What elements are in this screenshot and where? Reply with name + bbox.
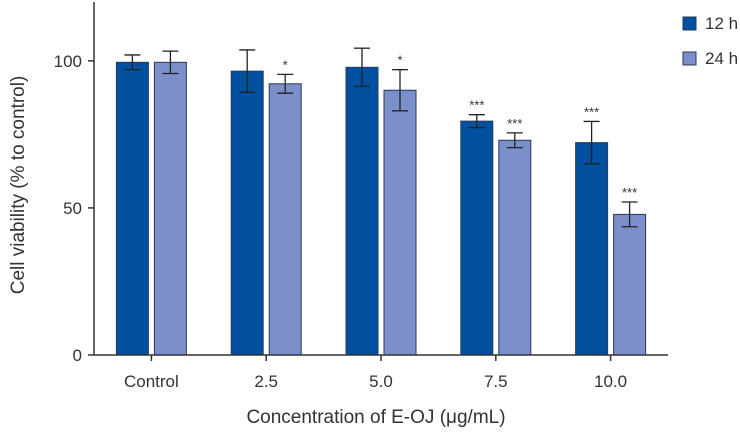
bar-24h-5.0 xyxy=(383,89,417,356)
significance-marker: *** xyxy=(469,98,484,113)
error-bars-group xyxy=(124,47,638,228)
significance-marker: *** xyxy=(584,104,599,119)
legend-label-24h: 24 h xyxy=(705,49,738,68)
bar-24h-2.5 xyxy=(268,83,302,356)
x-tick-label: 10.0 xyxy=(594,372,627,391)
y-ticks-group: 0 50 100 xyxy=(54,52,94,365)
legend: 12 h 24 h xyxy=(682,14,738,68)
x-ticks-group: Control 2.5 5.0 7.5 10.0 xyxy=(124,355,627,391)
significance-marker: * xyxy=(397,53,402,68)
x-tick-label: 5.0 xyxy=(369,372,393,391)
significance-marker: *** xyxy=(507,116,522,131)
y-axis-title: Cell viability (% to control) xyxy=(8,76,29,295)
bar-12h-2.5 xyxy=(230,70,264,356)
bar-12h-10.0 xyxy=(575,142,609,356)
significance-marker: *** xyxy=(622,185,637,200)
x-tick-label: 7.5 xyxy=(484,372,508,391)
bar-24h-7.5 xyxy=(498,139,532,356)
y-tick-label: 100 xyxy=(54,52,82,71)
bar-12h-Control xyxy=(115,61,149,356)
y-tick-label: 0 xyxy=(73,346,82,365)
bar-24h-Control xyxy=(153,61,187,356)
legend-swatch-12h xyxy=(682,16,697,31)
bar-24h-10.0 xyxy=(613,213,647,356)
bar-12h-5.0 xyxy=(345,66,379,356)
legend-swatch-24h xyxy=(682,51,697,66)
x-tick-label: Control xyxy=(124,372,179,391)
bars-group xyxy=(115,61,647,356)
x-tick-label: 2.5 xyxy=(254,372,278,391)
legend-label-12h: 12 h xyxy=(705,14,738,33)
y-tick-label: 50 xyxy=(63,199,82,218)
x-axis-title: Concentration of E-OJ (μg/mL) xyxy=(246,407,505,428)
significance-marker: * xyxy=(283,57,288,72)
bar-12h-7.5 xyxy=(460,120,494,356)
significance-markers: * ************* xyxy=(283,53,638,200)
